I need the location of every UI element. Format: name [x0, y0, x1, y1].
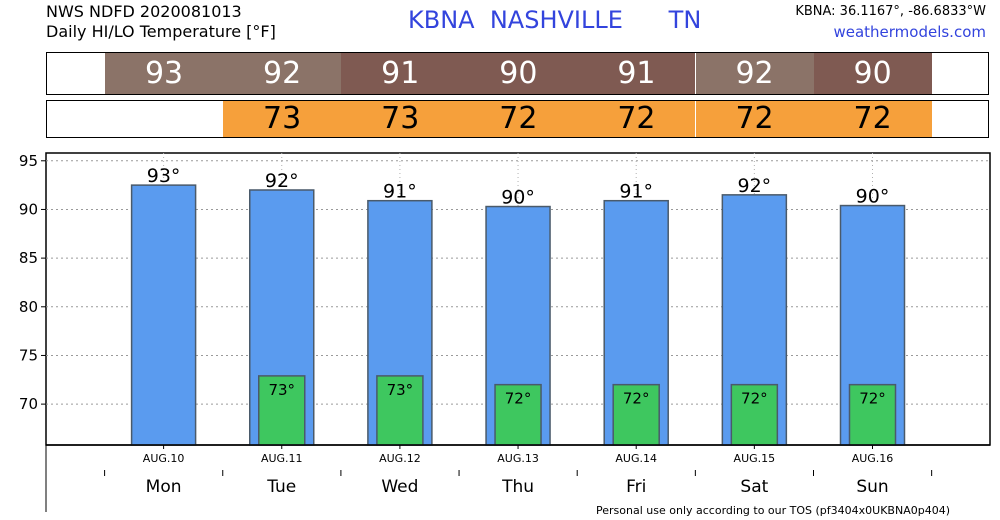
y-tick-label-80: 80: [19, 298, 38, 316]
lo-bar-4: [612, 383, 660, 446]
hi-strip-cell-2: 91: [341, 53, 460, 94]
x-tick-date-6: AUG.16: [852, 452, 894, 465]
hi-bar-0: [130, 184, 197, 446]
hi-strip-cell-5: 92: [695, 53, 814, 94]
hi-bar-label-3: 90°: [501, 187, 535, 209]
lo-bar-label-4: 72°: [623, 390, 650, 408]
site-link[interactable]: weathermodels.com: [833, 23, 986, 41]
y-tick-label-90: 90: [19, 200, 38, 218]
header-right: KBNA: 36.1167°, -86.6833°W weathermodels…: [795, 2, 986, 42]
x-tick-date-2: AUG.12: [379, 452, 421, 465]
lo-strip-cell-1: 73: [223, 101, 342, 137]
x-tick-day-1: Tue: [266, 477, 296, 497]
lo-strip-cell-4: 72: [577, 101, 696, 137]
hi-strip-cell-1: 92: [223, 53, 342, 94]
lo-bar-label-2: 73°: [387, 381, 414, 399]
lo-strip-cell-3: 72: [459, 101, 578, 137]
lo-strip-cell-2: 73: [341, 101, 460, 137]
hi-bar-label-1: 92°: [265, 170, 299, 192]
x-tick-day-4: Fri: [626, 477, 646, 497]
x-tick-day-3: Thu: [501, 477, 534, 497]
lo-bar-2: [376, 375, 424, 446]
hi-temperature-strip: 93 92 91 90 91 92 90: [46, 52, 989, 95]
hi-strip-cell-4: 91: [577, 53, 696, 94]
y-tick-label-95: 95: [19, 152, 38, 170]
lo-bar-label-5: 72°: [741, 390, 768, 408]
lo-bar-label-6: 72°: [859, 390, 886, 408]
x-tick-date-5: AUG.15: [734, 452, 776, 465]
lo-bar-label-3: 72°: [505, 390, 532, 408]
x-tick-date-4: AUG.14: [615, 452, 657, 465]
model-run-label: NWS NDFD 2020081013: [46, 2, 242, 21]
hi-strip-cell-6: 90: [813, 53, 932, 94]
hi-strip-cell-0: 93: [105, 53, 224, 94]
lo-bar-1: [258, 375, 306, 446]
lo-bar-label-1: 73°: [268, 381, 295, 399]
footer-note: Personal use only according to our TOS (…: [596, 504, 950, 517]
y-tick-label-75: 75: [19, 346, 38, 364]
station-coords: KBNA: 36.1167°, -86.6833°W: [795, 4, 986, 19]
x-tick-day-0: Mon: [146, 477, 182, 497]
hi-bar-label-6: 90°: [856, 186, 890, 208]
lo-bar-5: [730, 383, 779, 446]
y-tick-label-85: 85: [19, 249, 38, 267]
hi-bar-label-4: 91°: [619, 181, 653, 203]
hi-strip-cell-3: 90: [459, 53, 578, 94]
x-tick-day-5: Sat: [740, 477, 768, 497]
lo-strip-cell-5: 72: [695, 101, 814, 137]
x-tick-date-0: AUG.10: [143, 452, 185, 465]
hi-bar-label-2: 91°: [383, 181, 417, 203]
lo-strip-cell-6: 72: [813, 101, 932, 137]
y-tick-label-70: 70: [19, 395, 38, 413]
lo-bar-3: [494, 383, 542, 446]
lo-temperature-strip: 73 73 72 72 72 72: [46, 100, 989, 138]
product-label: Daily HI/LO Temperature [°F]: [46, 22, 276, 41]
hi-bar-label-0: 93°: [147, 165, 181, 187]
station-title: KBNA NASHVILLE TN: [408, 6, 702, 34]
header-left: NWS NDFD 2020081013 Daily HI/LO Temperat…: [46, 2, 276, 42]
x-tick-day-2: Wed: [381, 477, 418, 497]
hi-bar-label-5: 92°: [738, 175, 772, 197]
x-tick-date-3: AUG.13: [497, 452, 539, 465]
x-tick-day-6: Sun: [856, 477, 888, 497]
x-tick-date-1: AUG.11: [261, 452, 303, 465]
